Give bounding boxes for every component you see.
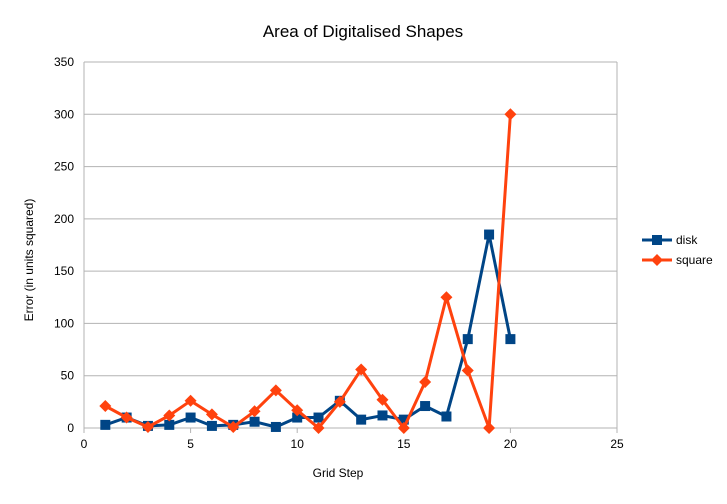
legend-item-square: square [642, 251, 722, 271]
x-tick-label-15: 15 [397, 437, 411, 451]
data-point-square-5 [184, 394, 197, 407]
data-point-disk-14 [377, 410, 388, 421]
x-axis-label: Grid Step [313, 466, 364, 480]
data-point-disk-10 [292, 412, 303, 423]
legend-swatch-square [642, 254, 672, 266]
y-axis-label: Error (in units squared) [22, 199, 36, 322]
data-point-square-16 [419, 375, 432, 388]
y-tick-label-100: 100 [54, 316, 74, 330]
data-point-square-10 [291, 404, 304, 417]
x-tick-label-10: 10 [291, 437, 305, 451]
data-point-square-3 [141, 420, 154, 433]
data-point-square-19 [483, 422, 496, 434]
data-point-disk-18 [462, 334, 473, 345]
axes [83, 62, 618, 433]
data-point-disk-16 [420, 401, 431, 412]
data-point-square-1 [99, 400, 112, 413]
x-tick-label-5: 5 [187, 437, 194, 451]
data-point-square-13 [355, 363, 368, 376]
data-point-disk-13 [356, 414, 367, 425]
y-tick-label-150: 150 [54, 264, 74, 278]
data-point-square-15 [397, 422, 410, 434]
x-tick-label-0: 0 [81, 437, 88, 451]
data-point-square-12 [333, 395, 346, 408]
legend-label-disk: disk [676, 233, 698, 247]
data-point-square-9 [269, 384, 282, 397]
data-point-disk-15 [398, 414, 409, 425]
data-point-square-7 [227, 420, 240, 433]
y-tick-label-50: 50 [61, 369, 75, 383]
data-point-disk-8 [249, 416, 260, 427]
data-point-square-11 [312, 422, 325, 434]
data-point-square-14 [376, 393, 389, 406]
data-point-disk-1 [100, 419, 111, 430]
data-point-square-4 [163, 409, 176, 422]
data-point-disk-6 [206, 420, 217, 431]
data-point-square-17 [440, 291, 453, 304]
data-point-disk-9 [270, 421, 281, 432]
y-tick-label-200: 200 [54, 212, 74, 226]
data-point-square-8 [248, 405, 261, 418]
legend: disk square [642, 231, 722, 271]
data-point-disk-11 [313, 412, 324, 423]
data-point-disk-17 [441, 411, 452, 422]
data-point-disk-5 [185, 412, 196, 423]
grid-lines [84, 61, 617, 429]
y-tick-label-350: 350 [54, 55, 74, 69]
y-tick-label-300: 300 [54, 107, 74, 121]
legend-item-disk: disk [642, 231, 722, 251]
x-tick-label-20: 20 [504, 437, 518, 451]
y-tick-label-250: 250 [54, 160, 74, 174]
data-point-disk-20 [505, 334, 516, 345]
data-point-square-6 [205, 408, 218, 421]
series-line-disk [104, 233, 512, 429]
y-tick-label-0: 0 [67, 421, 74, 435]
chart-title: Area of Digitalised Shapes [263, 22, 463, 41]
data-point-square-2 [120, 411, 133, 424]
tick-labels: 0 50 100 150 200 250 300 350 0 5 10 15 20 25 [54, 55, 624, 451]
legend-label-square: square [676, 253, 713, 267]
series-lines [99, 108, 517, 434]
legend-swatch-disk [642, 235, 672, 245]
data-point-square-18 [461, 364, 474, 377]
data-point-disk-4 [164, 419, 175, 430]
data-point-square-20 [504, 108, 517, 121]
data-point-disk-19 [484, 229, 495, 240]
x-tick-label-25: 25 [610, 437, 624, 451]
